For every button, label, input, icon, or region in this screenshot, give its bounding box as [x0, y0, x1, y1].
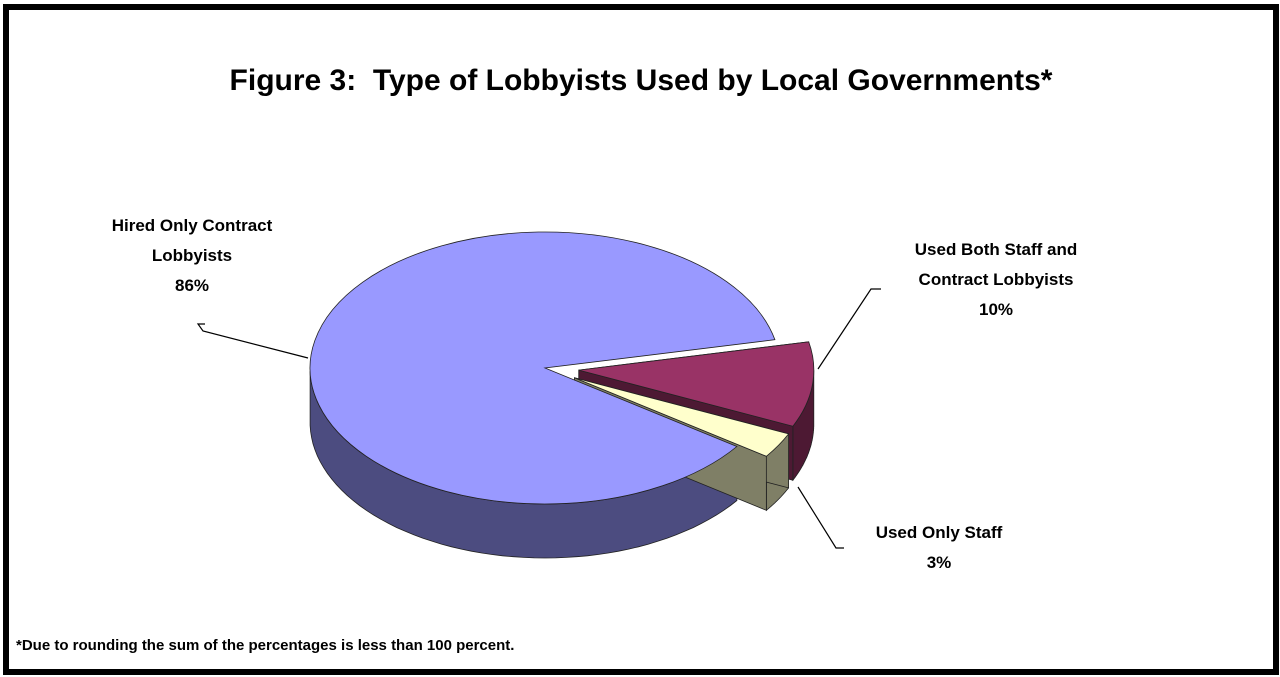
chart-footnote: *Due to rounding the sum of the percenta… [16, 637, 515, 654]
slice-labels: Hired Only Contract Lobbyists 86% Used Both… [112, 216, 1078, 572]
pie-slice-1 [578, 341, 815, 427]
pie-slice-2 [574, 377, 790, 457]
leader-line-1 [817, 288, 881, 370]
pie-tops [309, 231, 815, 505]
leader-line-0 [196, 323, 309, 359]
chart-frame-inner-border [8, 9, 1274, 670]
pie-slice-0 [309, 231, 776, 505]
slice-label-2-line-0: Used Only Staff [876, 523, 1003, 542]
leader-lines [196, 288, 881, 549]
leader-line-2 [797, 486, 844, 549]
slice-label-0-line-0: Hired Only Contract [112, 216, 273, 235]
slice-value-label-0: 86% [175, 276, 209, 295]
chart-title: Figure 3: Type of Lobbyists Used by Loca… [229, 64, 1053, 97]
slice-value-label-2: 3% [927, 553, 952, 572]
slice-label-1-line-0: Used Both Staff and [915, 240, 1077, 259]
slice-value-label-1: 10% [979, 300, 1013, 319]
slice-label-1-line-1: Contract Lobbyists [919, 270, 1074, 289]
pie-chart: Hired Only Contract Lobbyists 86% Used Both… [112, 216, 1078, 572]
chart-frame: Figure 3: Type of Lobbyists Used by Loca… [3, 4, 1279, 675]
slice-label-0-line-1: Lobbyists [152, 246, 232, 265]
